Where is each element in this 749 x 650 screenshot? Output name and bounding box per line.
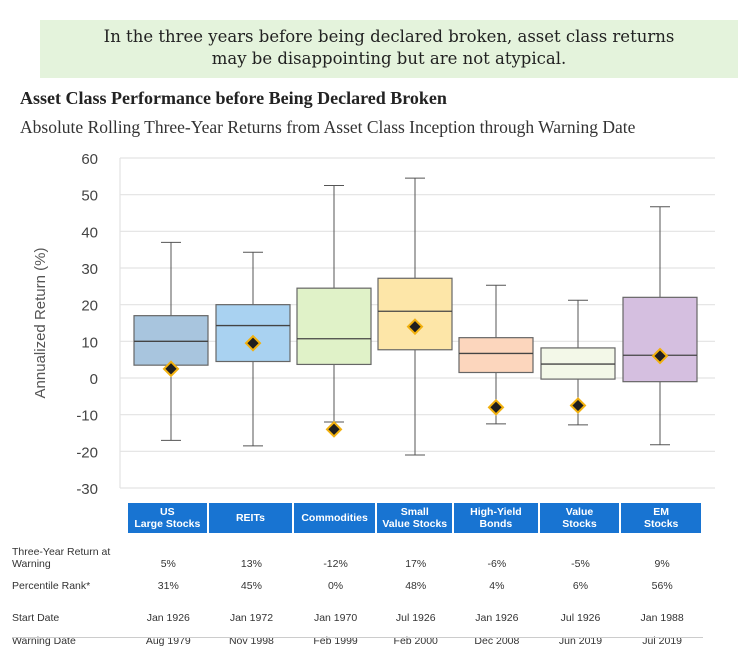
box-us-large-stocks	[133, 315, 209, 366]
column-header-line: Value Stocks	[382, 518, 448, 530]
table-cell: 31%	[157, 580, 179, 592]
table-row: Percentile Rank* 31% 45% 0% 48% 4% 6% 56%	[12, 573, 703, 595]
column-header: High-Yield Bonds	[454, 503, 538, 533]
table-cell: Jan 1926	[146, 612, 190, 624]
table-cell: Jan 1988	[640, 612, 684, 624]
table-cell: Jan 1970	[313, 612, 358, 624]
warning-return-marker	[651, 347, 669, 365]
column-header: EM Stocks	[621, 503, 701, 533]
y-tick-label: 10	[81, 334, 98, 351]
table-cell: Jul 1926	[395, 612, 436, 624]
chart-subtitle: Absolute Rolling Three-Year Returns from…	[20, 117, 636, 137]
warning-return-marker	[162, 360, 180, 378]
table-cell: Feb 1999	[313, 635, 358, 647]
column-header: Small Value Stocks	[377, 503, 453, 533]
warning-return-marker	[244, 334, 262, 352]
table-cell: 13%	[240, 558, 262, 570]
callout-box: In the three years before being declared…	[40, 20, 738, 78]
table-row: Warning Date Aug 1979 Nov 1998 Feb 1999 Feb …	[12, 627, 703, 650]
y-tick-label: -20	[76, 444, 98, 461]
column-header-line: Stocks	[643, 518, 679, 530]
table-row: Start Date Jan 1926 Jan 1972 Jan 1970 Jul 19…	[12, 595, 703, 627]
column-header: Commodities	[293, 503, 376, 533]
table-cell: 45%	[240, 580, 262, 592]
column-header: REITs	[209, 503, 292, 533]
warning-return-marker	[487, 398, 505, 416]
column-header: US Large Stocks	[127, 503, 208, 533]
column-header-line: Commodities	[301, 512, 368, 524]
table-cell: 9%	[654, 558, 670, 570]
column-header-line: Stocks	[562, 518, 597, 530]
y-tick-label: 0	[90, 371, 98, 388]
table-row: Three-Year Return at Warning 5% 13% -12% 17% -…	[12, 537, 703, 573]
row-label: Warning Date	[12, 635, 126, 650]
row-label-line: Start Date	[12, 612, 60, 624]
table-cell: Aug 1979	[145, 635, 191, 647]
table-cell: Feb 2000	[393, 635, 438, 647]
box-small-value-stocks	[377, 277, 453, 351]
table-cell: Jan 1926	[475, 612, 519, 624]
warning-return-marker	[569, 397, 587, 414]
table-cell: Jul 1926	[560, 612, 601, 624]
box-em-stocks	[622, 296, 698, 383]
table-cell: 0%	[327, 580, 344, 592]
y-tick-label: 60	[81, 151, 98, 168]
table-cell: Nov 1998	[228, 635, 274, 647]
box-plot: Annualized Return (%) 60 50 40 30 20 10 0 -10 -2…	[32, 151, 715, 498]
summary-table: US Large Stocks REITs Commodities Small Value…	[12, 503, 703, 650]
row-label-line: Warning	[12, 558, 51, 570]
box-commodities	[296, 287, 372, 366]
y-tick-label: -30	[76, 481, 98, 498]
column-header-line: High-Yield	[470, 506, 522, 518]
table-cell: 17%	[405, 558, 427, 570]
table-cell: 4%	[489, 580, 505, 592]
header-spacer	[12, 503, 126, 533]
y-tick-label: 30	[81, 261, 98, 278]
callout-line-1: In the three years before being declared…	[103, 27, 675, 46]
table-cell: 5%	[160, 558, 176, 570]
column-header-line: Bonds	[479, 518, 513, 530]
table-bottom-rule	[12, 637, 703, 638]
row-label-line: Percentile Rank*	[12, 580, 91, 592]
row-label: Start Date	[12, 612, 126, 627]
y-axis-label: Annualized Return (%)	[32, 248, 49, 399]
table-cell: -5%	[571, 558, 590, 570]
column-header-line: Large Stocks	[134, 518, 201, 530]
table-cell: 56%	[651, 580, 673, 592]
box-reits	[215, 304, 291, 363]
table-cell: Dec 2008	[474, 635, 520, 647]
y-tick-label: 40	[81, 224, 98, 241]
column-header-line: Small	[400, 506, 429, 518]
row-label-line: Warning Date	[12, 635, 76, 647]
warning-return-marker	[406, 318, 424, 336]
table-cell: 48%	[405, 580, 427, 592]
row-label: Percentile Rank*	[12, 580, 126, 595]
column-header-line: Value	[565, 506, 594, 518]
table-cell: 6%	[572, 580, 589, 592]
row-label-line: Three-Year Return at	[12, 546, 111, 558]
chart-title: Asset Class Performance before Being Dec…	[20, 88, 447, 108]
column-header-line: US	[160, 506, 175, 518]
table-cell: -6%	[487, 558, 507, 570]
row-label: Three-Year Return at Warning	[12, 546, 126, 573]
table-cell: Jun 2019	[558, 635, 603, 647]
column-header: Value Stocks	[539, 503, 620, 533]
table-cell: Jul 2019	[642, 635, 682, 647]
y-tick-label: 50	[81, 188, 98, 205]
table-header-row: US Large Stocks REITs Commodities Small Value…	[12, 503, 703, 533]
table-cell: Jan 1972	[229, 612, 274, 624]
callout-line-2: may be disappointing but are not atypica…	[211, 49, 567, 68]
y-tick-label: 20	[81, 298, 98, 315]
box-high-yield-bonds	[458, 337, 534, 374]
table-cell: -12%	[323, 558, 348, 570]
column-header-line: EM	[653, 506, 670, 518]
column-header-line: REITs	[235, 512, 265, 524]
warning-return-marker	[325, 420, 343, 438]
y-tick-label: -10	[76, 408, 98, 425]
